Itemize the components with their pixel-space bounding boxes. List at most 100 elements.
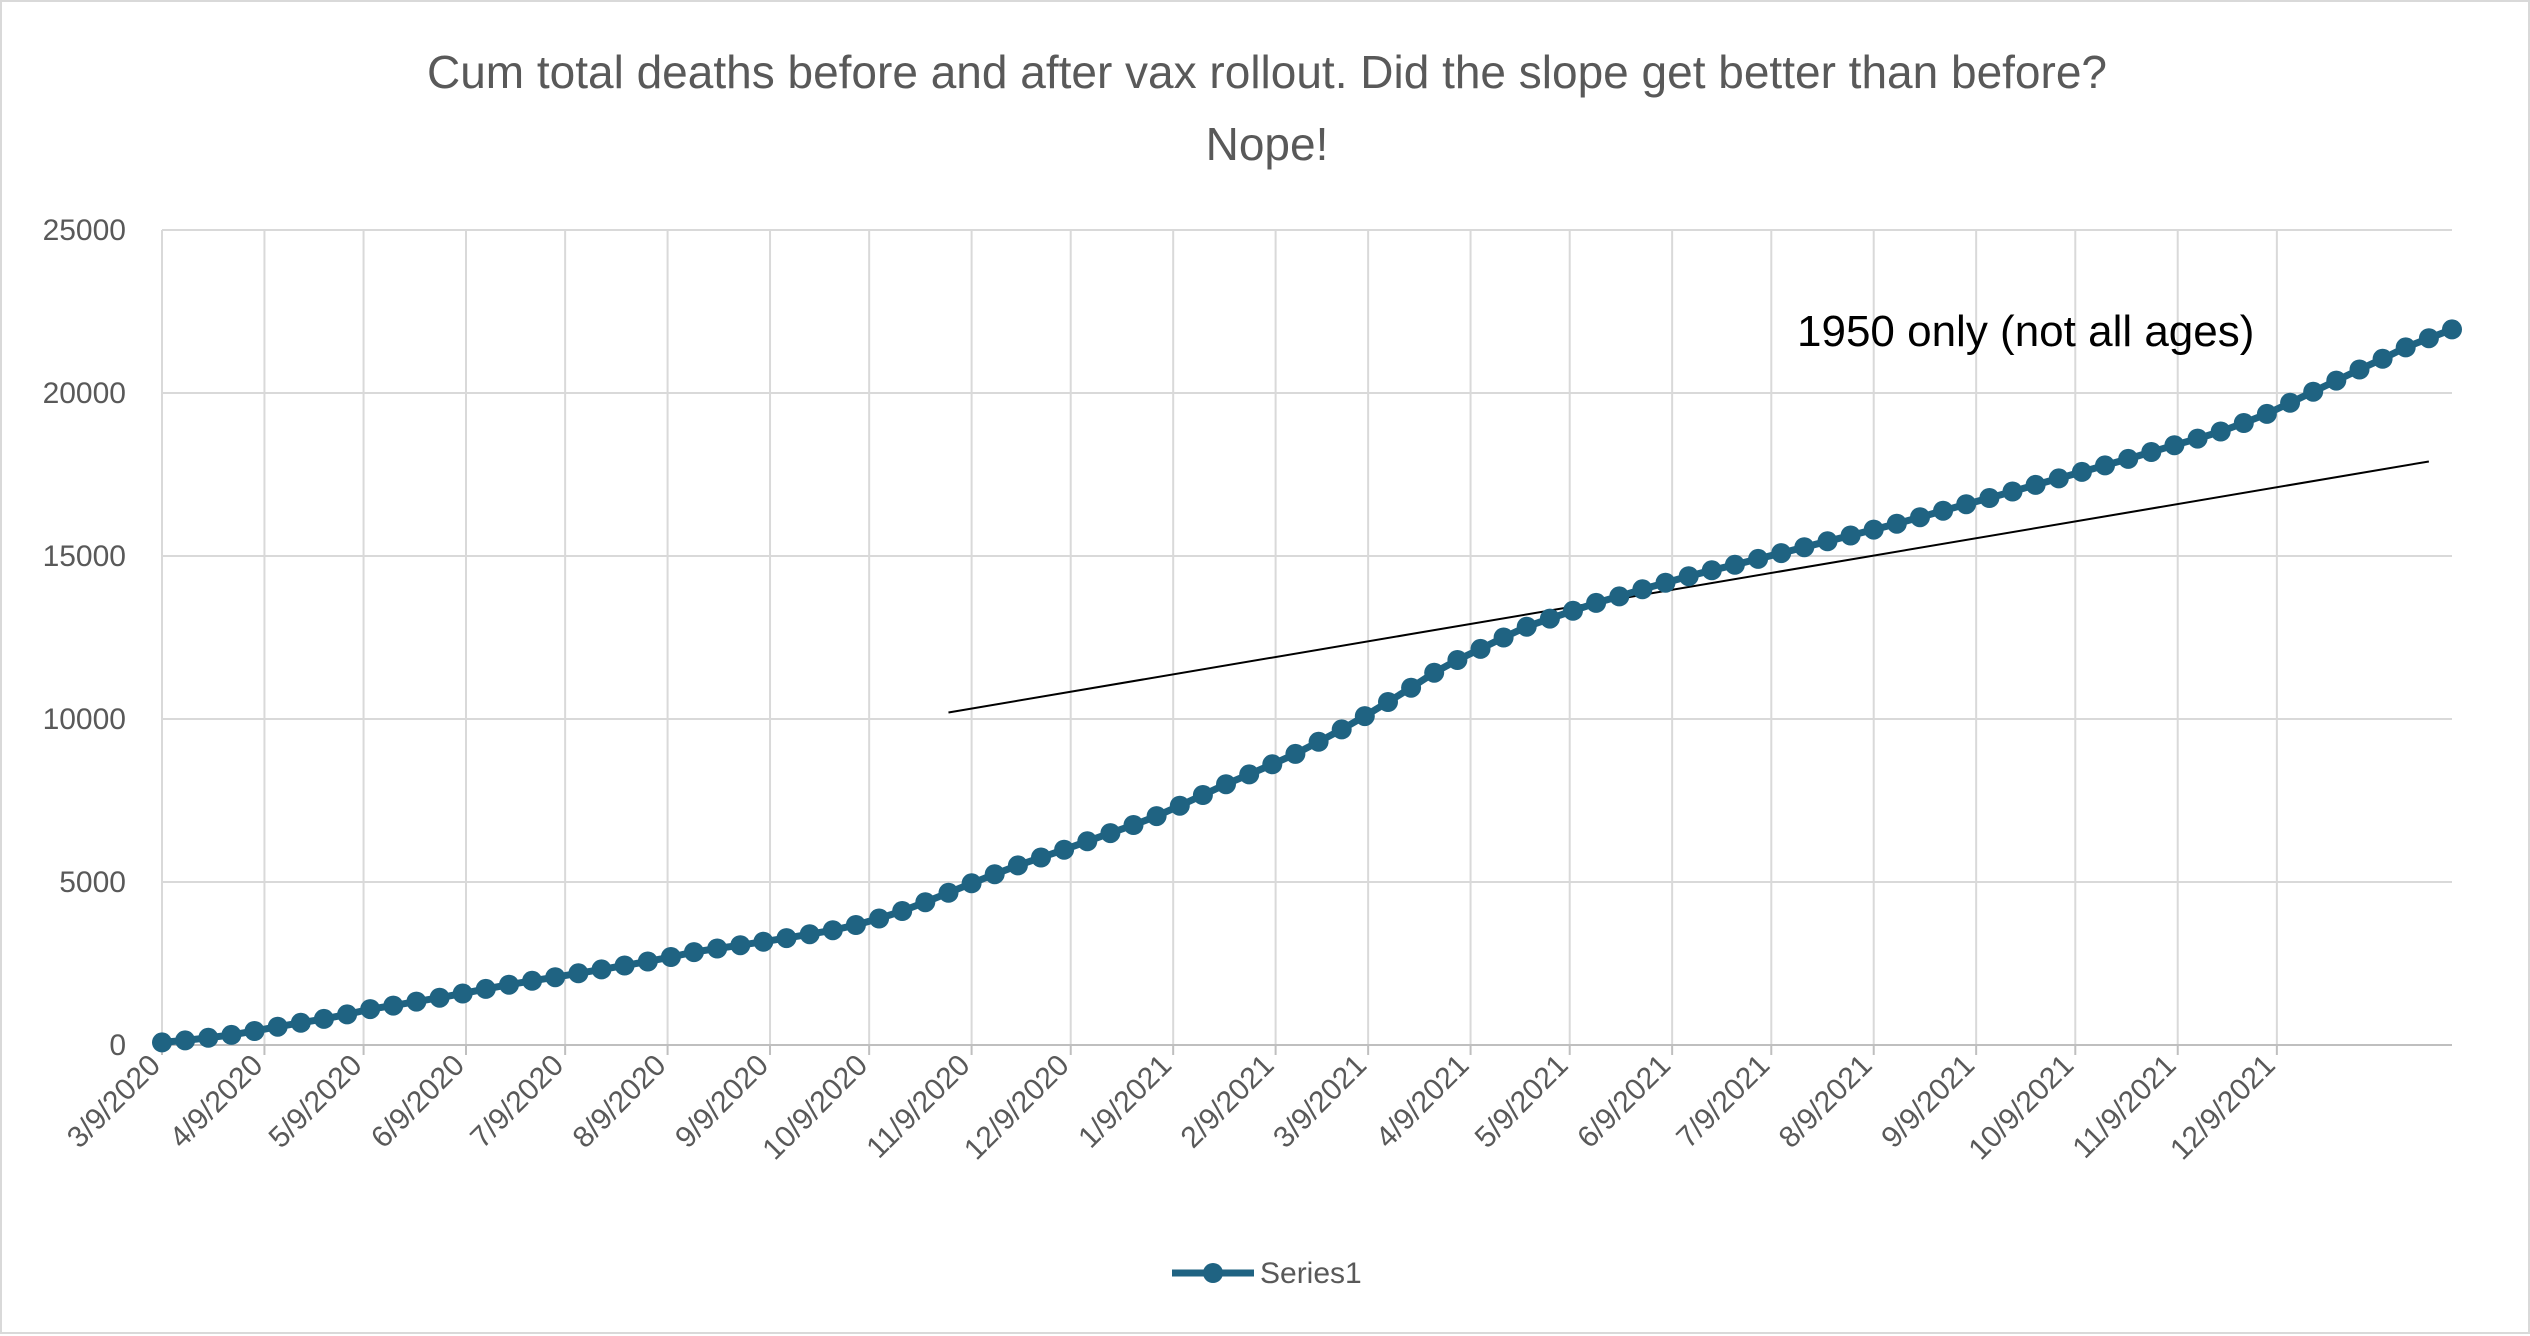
data-point [660, 947, 681, 967]
data-point [1817, 531, 1838, 552]
legend-series-label: Series1 [1260, 1257, 1362, 1290]
data-point [1516, 616, 1537, 637]
x-tick-label: 3/9/2020 [61, 1049, 167, 1155]
data-point [406, 991, 427, 1012]
data-point [799, 924, 820, 945]
data-point [360, 999, 381, 1020]
chart-title: Cum total deaths before and after vax ro… [427, 46, 2107, 98]
y-tick-label: 0 [109, 1029, 126, 1062]
data-point [730, 935, 751, 956]
data-point [1933, 500, 1954, 521]
data-point [568, 963, 589, 984]
data-point [522, 970, 543, 991]
data-point [1771, 543, 1792, 564]
data-point [2442, 319, 2462, 340]
data-point [267, 1016, 288, 1037]
data-point [244, 1021, 265, 1041]
y-tick-label: 10000 [43, 703, 126, 736]
data-point [1285, 743, 1306, 764]
x-tick-label: 9/9/2021 [1875, 1049, 1981, 1155]
data-point [1031, 847, 1051, 868]
data-point [637, 951, 658, 972]
data-point [2071, 461, 2092, 482]
data-point [984, 864, 1005, 885]
data-point [614, 955, 635, 976]
data-point [938, 882, 959, 903]
legend[interactable]: Series1 [1172, 1257, 1362, 1290]
data-point [1794, 537, 1815, 558]
data-point [2418, 328, 2439, 349]
x-tick-label: 4/9/2020 [163, 1049, 269, 1155]
data-point [290, 1012, 311, 1033]
series-layer [152, 319, 2462, 1053]
data-point [961, 873, 982, 894]
data-point [892, 901, 913, 921]
data-point [499, 974, 519, 995]
x-tick-label: 5/9/2020 [263, 1049, 369, 1155]
data-point [1192, 785, 1213, 805]
data-point [1216, 774, 1236, 795]
x-tick-label: 4/9/2021 [1370, 1049, 1476, 1155]
legend-series-marker-icon [1203, 1263, 1223, 1283]
data-point [2187, 428, 2208, 449]
data-point [2349, 359, 2370, 380]
data-point [1678, 566, 1699, 587]
data-point [684, 942, 704, 963]
data-point [475, 978, 496, 999]
data-point [2303, 381, 2324, 402]
data-point [591, 959, 612, 980]
data-point [1123, 815, 1144, 835]
data-point [1724, 554, 1745, 575]
x-tick-label: 7/9/2021 [1670, 1049, 1776, 1155]
data-point [1563, 600, 1583, 621]
data-point [869, 908, 890, 929]
data-point [1539, 608, 1560, 629]
data-point [2280, 392, 2301, 413]
x-tick-label: 1/9/2021 [1072, 1049, 1178, 1155]
data-point [776, 928, 797, 949]
data-point [1100, 823, 1121, 844]
x-tick-label: 12/9/2021 [2164, 1049, 2282, 1167]
data-point [1239, 764, 1260, 785]
x-tick-label: 2/9/2021 [1175, 1049, 1281, 1155]
data-point [1655, 572, 1676, 593]
data-point [2233, 413, 2254, 433]
data-point [2002, 481, 2023, 502]
x-tick-label: 11/9/2021 [2067, 1049, 2183, 1165]
x-tick-label: 9/9/2020 [669, 1049, 775, 1155]
data-point [1401, 677, 1422, 698]
trend-line-layer [948, 460, 2430, 714]
x-tick-label: 10/9/2021 [1963, 1049, 2081, 1167]
data-point [1586, 592, 1607, 613]
data-point [753, 931, 774, 952]
data-point [383, 995, 404, 1016]
data-point [2118, 448, 2139, 469]
data-point [1609, 586, 1630, 607]
x-tick-label: 10/9/2020 [756, 1049, 874, 1167]
y-tick-label: 20000 [43, 377, 126, 410]
x-tick-label: 6/9/2021 [1571, 1049, 1677, 1155]
data-point [1701, 560, 1722, 581]
data-point [2025, 474, 2046, 495]
data-point [1956, 494, 1977, 515]
trend-line [948, 460, 2430, 714]
data-point [1863, 519, 1884, 540]
y-tick-label: 5000 [59, 866, 126, 899]
data-point [1331, 719, 1352, 740]
data-point [1354, 706, 1375, 727]
data-point [2372, 348, 2393, 369]
data-point [1493, 627, 1514, 648]
grid-layer [161, 229, 2452, 1055]
data-point [707, 938, 728, 959]
data-point [2141, 442, 2162, 462]
data-point [2210, 421, 2231, 442]
data-point [1632, 579, 1653, 600]
data-point [1146, 806, 1167, 827]
data-point [2048, 468, 2069, 489]
data-point [1378, 692, 1398, 712]
data-point [1169, 795, 1190, 816]
x-tick-label: 8/9/2021 [1773, 1049, 1879, 1155]
annotation-label: 1950 only (not all ages) [1797, 307, 2254, 356]
